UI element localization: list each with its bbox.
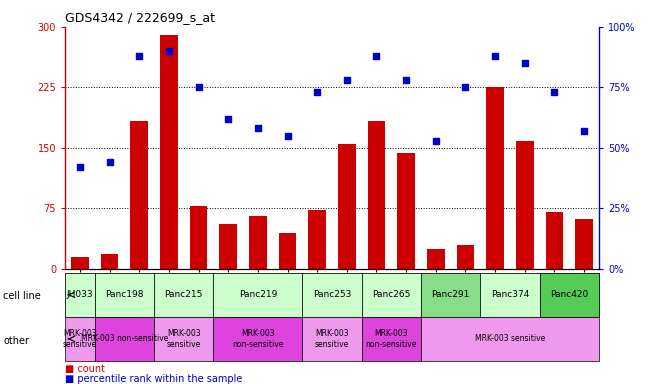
Text: MRK-003
non-sensitive: MRK-003 non-sensitive: [366, 329, 417, 349]
Bar: [130, 121, 148, 269]
Bar: [154, 273, 214, 317]
Point: [283, 133, 293, 139]
Bar: [575, 219, 593, 269]
Bar: [427, 249, 445, 269]
Bar: [65, 317, 95, 361]
Bar: [486, 88, 504, 269]
Point: [519, 60, 530, 66]
Bar: [302, 317, 362, 361]
Point: [579, 128, 589, 134]
Text: Panc219: Panc219: [239, 290, 277, 299]
Text: ■ count: ■ count: [65, 364, 105, 374]
Point: [253, 126, 263, 132]
Bar: [95, 317, 154, 361]
Point: [163, 48, 174, 54]
Point: [342, 77, 352, 83]
Text: ■ percentile rank within the sample: ■ percentile rank within the sample: [65, 374, 242, 384]
Bar: [101, 254, 118, 269]
Point: [312, 89, 322, 95]
Point: [490, 53, 501, 59]
Bar: [309, 210, 326, 269]
Bar: [338, 144, 355, 269]
Text: MRK-003
non-sensitive: MRK-003 non-sensitive: [232, 329, 284, 349]
Text: MRK-003
sensitive: MRK-003 sensitive: [167, 329, 201, 349]
Text: Panc420: Panc420: [550, 290, 589, 299]
Bar: [362, 317, 421, 361]
Bar: [421, 317, 599, 361]
Bar: [249, 217, 267, 269]
Bar: [421, 273, 480, 317]
Text: Panc291: Panc291: [432, 290, 470, 299]
Bar: [516, 141, 534, 269]
Text: Panc198: Panc198: [105, 290, 144, 299]
Point: [401, 77, 411, 83]
Point: [134, 53, 145, 59]
Bar: [65, 273, 95, 317]
Bar: [154, 317, 214, 361]
Bar: [546, 212, 563, 269]
Text: Panc215: Panc215: [165, 290, 203, 299]
Point: [75, 164, 85, 170]
Bar: [397, 154, 415, 269]
Point: [549, 89, 560, 95]
Point: [430, 137, 441, 144]
Point: [104, 159, 115, 166]
Text: Panc253: Panc253: [313, 290, 351, 299]
Text: MRK-003
sensitive: MRK-003 sensitive: [62, 329, 97, 349]
Bar: [456, 245, 475, 269]
Bar: [219, 225, 237, 269]
Text: MRK-003
sensitive: MRK-003 sensitive: [315, 329, 349, 349]
Text: GDS4342 / 222699_s_at: GDS4342 / 222699_s_at: [65, 11, 215, 24]
Bar: [368, 121, 385, 269]
Bar: [214, 273, 302, 317]
Text: Panc265: Panc265: [372, 290, 411, 299]
Point: [460, 84, 471, 91]
Text: other: other: [3, 336, 29, 346]
Point: [223, 116, 234, 122]
Point: [193, 84, 204, 91]
Bar: [540, 273, 599, 317]
Bar: [214, 317, 302, 361]
Bar: [189, 206, 208, 269]
Text: MRK-003 non-sensitive: MRK-003 non-sensitive: [81, 334, 168, 343]
Text: JH033: JH033: [66, 290, 93, 299]
Bar: [160, 35, 178, 269]
Bar: [279, 233, 296, 269]
Text: cell line: cell line: [3, 291, 41, 301]
Bar: [362, 273, 421, 317]
Bar: [71, 257, 89, 269]
Bar: [302, 273, 362, 317]
Text: MRK-003 sensitive: MRK-003 sensitive: [475, 334, 545, 343]
Bar: [480, 273, 540, 317]
Bar: [95, 273, 154, 317]
Text: Panc374: Panc374: [491, 290, 529, 299]
Point: [371, 53, 381, 59]
